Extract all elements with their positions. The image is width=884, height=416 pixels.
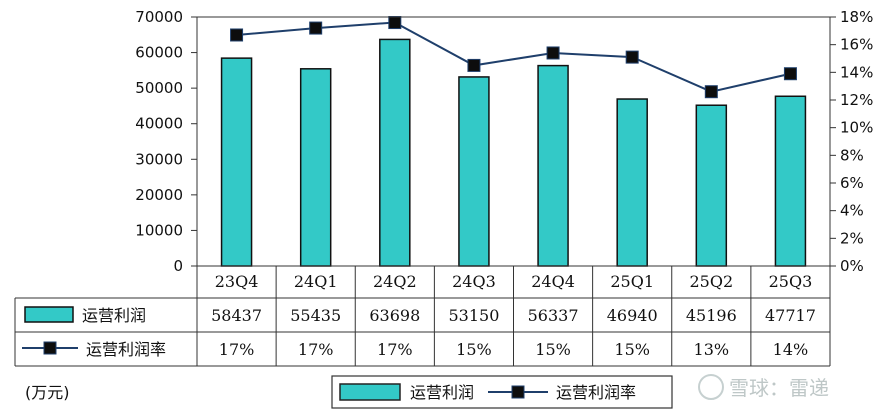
line-marker-23Q4 [230, 28, 244, 42]
bar-24Q4 [537, 64, 569, 267]
row-header-profit: 运营利润 [82, 306, 146, 325]
plot-frame [196, 16, 831, 267]
line-marker-24Q4 [546, 46, 560, 60]
rate-value-label: 13% [694, 340, 730, 359]
y-right-tick-label: 12% [840, 91, 873, 109]
y-left-tick-label: 60000 [135, 44, 183, 62]
y-right-tick-label: 2% [840, 229, 864, 247]
y-right-tick-label: 18% [840, 8, 873, 26]
plot-area [220, 16, 807, 267]
row-key-marker [43, 341, 57, 355]
bar-value-label: 45196 [686, 306, 737, 325]
data-table: 23Q4 24Q1 24Q2 24Q3 24Q4 25Q1 25Q2 25Q3 58437 554… [14, 266, 831, 367]
line-marker-25Q1 [625, 50, 639, 64]
rate-value-label: 15% [456, 340, 492, 359]
x-tick-label: 25Q3 [769, 272, 813, 291]
bar-value-label: 56337 [528, 306, 579, 325]
y-left-tick-label: 30000 [135, 150, 183, 168]
bar-value-label: 53150 [448, 306, 499, 325]
legend-line-marker [511, 385, 525, 399]
watermark-text: 雪球：雷递 [729, 376, 829, 400]
rate-value-label: 17% [219, 340, 255, 359]
x-tick-label: 24Q4 [531, 272, 575, 291]
line-marker-24Q2 [388, 16, 402, 30]
bar-24Q1 [299, 68, 332, 267]
bar-value-label: 55435 [290, 306, 341, 325]
x-tick-label: 24Q3 [452, 272, 496, 291]
bar-25Q2 [695, 104, 728, 267]
axes: 0 10000 20000 30000 40000 50000 60000 70000 0% 2%… [135, 8, 873, 275]
line-marker-25Q3 [783, 67, 797, 81]
y-left-tick-label: 50000 [135, 79, 183, 97]
x-tick-label: 25Q1 [610, 272, 654, 291]
x-tick-label: 24Q1 [294, 272, 338, 291]
bar-value-label: 63698 [369, 306, 420, 325]
y-right-tick-label: 0% [840, 257, 864, 275]
y-right-tick-label: 14% [840, 63, 873, 81]
bar-25Q3 [774, 95, 807, 267]
y-right-tick-label: 4% [840, 202, 864, 220]
legend-bar-label: 运营利润 [410, 383, 474, 402]
bar-24Q2 [379, 38, 411, 267]
bar-24Q3 [458, 76, 490, 267]
line-marker-25Q2 [704, 85, 718, 99]
bar-value-label: 46940 [607, 306, 658, 325]
margin-line [236, 21, 791, 93]
bar-23Q4 [220, 57, 253, 267]
row-key-bar [24, 306, 74, 323]
legend-line-label: 运营利润率 [556, 383, 636, 402]
y-left-tick-label: 20000 [135, 186, 183, 204]
legend: 运营利润 运营利润率 [331, 375, 673, 409]
unit-label: (万元) [25, 383, 70, 402]
y-right-tick-label: 10% [840, 119, 873, 137]
rate-value-label: 17% [298, 340, 334, 359]
rate-value-label: 17% [377, 340, 413, 359]
line-marker-24Q1 [309, 21, 323, 35]
bar-25Q1 [616, 98, 648, 267]
rate-value-label: 15% [614, 340, 650, 359]
snowball-logo-icon [698, 374, 724, 400]
line-marker-24Q3 [467, 58, 481, 72]
row-header-margin: 运营利润率 [86, 340, 166, 359]
y-left-tick-label: 0 [173, 257, 183, 275]
y-left-tick-label: 10000 [135, 221, 183, 239]
y-right-tick-label: 8% [840, 146, 864, 164]
rate-value-label: 15% [535, 340, 571, 359]
rate-value-label: 14% [773, 340, 809, 359]
x-tick-label: 23Q4 [215, 272, 259, 291]
bar-value-label: 58437 [211, 306, 262, 325]
y-right-tick-label: 6% [840, 174, 864, 192]
y-right-tick-label: 16% [840, 36, 873, 54]
bar-value-label: 47717 [765, 306, 816, 325]
x-tick-label: 25Q2 [689, 272, 733, 291]
watermark: 雪球：雷递 [698, 374, 829, 400]
x-tick-label: 24Q2 [373, 272, 417, 291]
legend-bar-swatch [339, 383, 401, 401]
y-left-tick-label: 70000 [135, 8, 183, 26]
y-left-tick-label: 40000 [135, 115, 183, 133]
